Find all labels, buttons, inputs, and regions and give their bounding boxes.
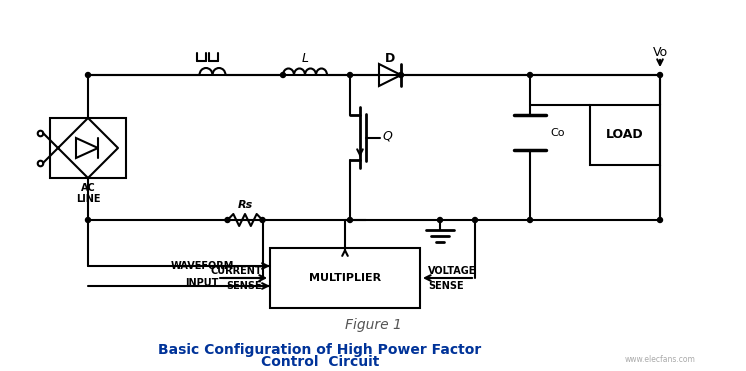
Text: Co: Co: [550, 128, 565, 138]
Polygon shape: [76, 138, 98, 158]
Text: WAVEFORM: WAVEFORM: [170, 261, 233, 271]
Circle shape: [86, 217, 90, 223]
Text: VOLTAGE: VOLTAGE: [428, 266, 477, 276]
Text: L: L: [301, 53, 309, 66]
Text: Rs: Rs: [237, 200, 253, 210]
Circle shape: [398, 72, 404, 78]
Circle shape: [86, 72, 90, 78]
Circle shape: [527, 72, 533, 78]
Bar: [590, 105, 660, 165]
Circle shape: [657, 72, 662, 78]
Text: MULTIPLIER: MULTIPLIER: [309, 273, 381, 283]
Text: Figure 1: Figure 1: [345, 318, 401, 332]
Text: Basic Configuration of High Power Factor: Basic Configuration of High Power Factor: [158, 343, 482, 357]
Text: www.elecfans.com: www.elecfans.com: [624, 355, 695, 364]
Circle shape: [348, 217, 353, 223]
Bar: [50, 118, 126, 178]
Text: CURRENT: CURRENT: [210, 266, 262, 276]
Circle shape: [527, 217, 533, 223]
Polygon shape: [379, 64, 401, 86]
Text: Control  Circuit: Control Circuit: [261, 355, 379, 369]
Text: INPUT: INPUT: [185, 278, 219, 288]
Text: SENSE: SENSE: [226, 281, 262, 291]
Text: SENSE: SENSE: [428, 281, 463, 291]
Bar: [270, 248, 420, 308]
Circle shape: [260, 217, 265, 223]
Text: Q: Q: [382, 129, 392, 142]
Text: LOAD: LOAD: [606, 128, 644, 141]
Circle shape: [348, 72, 353, 78]
Text: D: D: [385, 52, 395, 65]
Circle shape: [472, 217, 477, 223]
Text: Vo: Vo: [653, 46, 668, 59]
Text: LINE: LINE: [76, 194, 100, 204]
Circle shape: [657, 217, 662, 223]
Text: AC: AC: [81, 183, 95, 193]
Circle shape: [280, 72, 286, 78]
Circle shape: [437, 217, 442, 223]
Circle shape: [225, 217, 230, 223]
